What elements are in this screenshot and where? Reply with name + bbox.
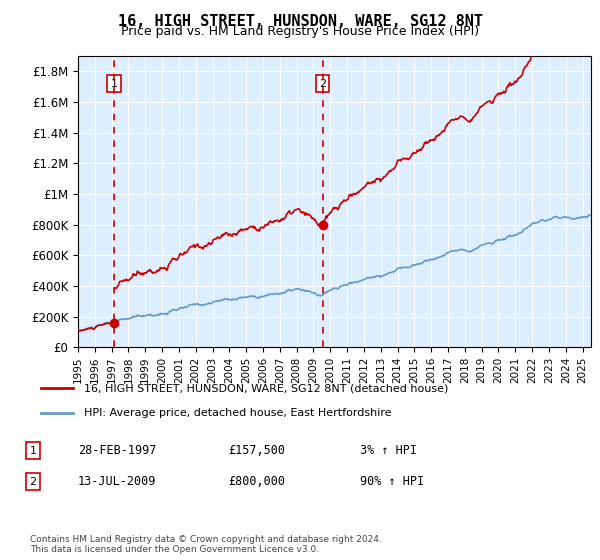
Text: 13-JUL-2009: 13-JUL-2009 xyxy=(78,475,157,488)
Text: 2: 2 xyxy=(319,78,326,88)
Text: £157,500: £157,500 xyxy=(228,444,285,458)
Text: 2: 2 xyxy=(29,477,37,487)
Text: 90% ↑ HPI: 90% ↑ HPI xyxy=(360,475,424,488)
Text: 28-FEB-1997: 28-FEB-1997 xyxy=(78,444,157,458)
Text: Price paid vs. HM Land Registry's House Price Index (HPI): Price paid vs. HM Land Registry's House … xyxy=(121,25,479,38)
Text: HPI: Average price, detached house, East Hertfordshire: HPI: Average price, detached house, East… xyxy=(84,408,392,418)
Text: Contains HM Land Registry data © Crown copyright and database right 2024.
This d: Contains HM Land Registry data © Crown c… xyxy=(30,535,382,554)
Text: 3% ↑ HPI: 3% ↑ HPI xyxy=(360,444,417,458)
Text: 16, HIGH STREET, HUNSDON, WARE, SG12 8NT: 16, HIGH STREET, HUNSDON, WARE, SG12 8NT xyxy=(118,14,482,29)
Text: 16, HIGH STREET, HUNSDON, WARE, SG12 8NT (detached house): 16, HIGH STREET, HUNSDON, WARE, SG12 8NT… xyxy=(84,383,448,393)
Text: 1: 1 xyxy=(29,446,37,456)
Text: 1: 1 xyxy=(111,78,118,88)
Text: £800,000: £800,000 xyxy=(228,475,285,488)
